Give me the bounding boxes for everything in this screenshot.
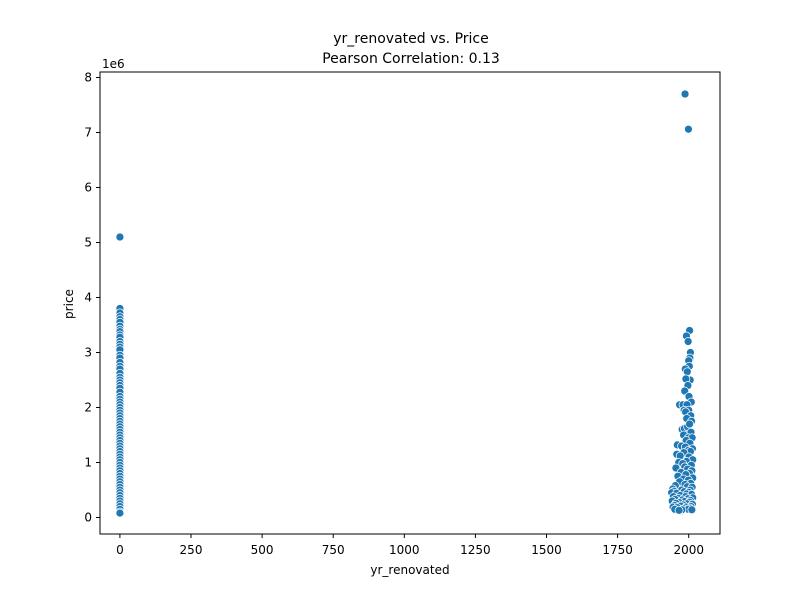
data-point — [674, 505, 684, 515]
data-point — [685, 419, 694, 429]
y-tick-label: 4 — [84, 291, 92, 305]
y-axis-title: price — [62, 289, 76, 319]
y-axis-ticks: 0 1 2 3 4 5 6 7 8 — [84, 71, 100, 525]
y-tick-label: 1 — [84, 456, 92, 470]
data-point — [682, 367, 692, 377]
data-point — [683, 337, 693, 346]
y-tick-label: 3 — [84, 346, 92, 360]
y-tick-label: 8 — [84, 71, 92, 85]
chart-title: yr_renovated vs. Price — [333, 31, 488, 47]
x-tick-label: 500 — [251, 543, 274, 557]
x-tick-label: 1250 — [460, 543, 491, 557]
x-tick-label: 750 — [322, 543, 345, 557]
data-point — [115, 508, 125, 518]
data-point — [687, 505, 697, 515]
data-points — [115, 89, 698, 518]
y-tick-label: 2 — [84, 401, 92, 415]
chart-subtitle: Pearson Correlation: 0.13 — [322, 51, 500, 67]
x-tick-label: 1750 — [602, 543, 633, 557]
x-axis-title: yr_renovated — [370, 563, 449, 577]
y-tick-label: 5 — [84, 236, 92, 250]
data-point — [115, 232, 125, 242]
data-point — [680, 89, 690, 99]
y-tick-label: 6 — [84, 181, 92, 195]
data-point — [684, 124, 693, 134]
y-offset-label: 1e6 — [102, 57, 125, 71]
plot-area-frame — [99, 71, 721, 535]
x-tick-label: 1500 — [531, 543, 562, 557]
y-tick-label: 7 — [84, 126, 92, 140]
x-tick-label: 0 — [116, 543, 124, 557]
x-tick-label: 250 — [180, 543, 203, 557]
y-tick-label: 0 — [84, 511, 92, 525]
x-tick-label: 1000 — [389, 543, 420, 557]
x-axis-ticks: 0 250 500 750 1000 1250 1500 1750 2000 — [116, 534, 704, 557]
x-tick-label: 2000 — [673, 543, 704, 557]
